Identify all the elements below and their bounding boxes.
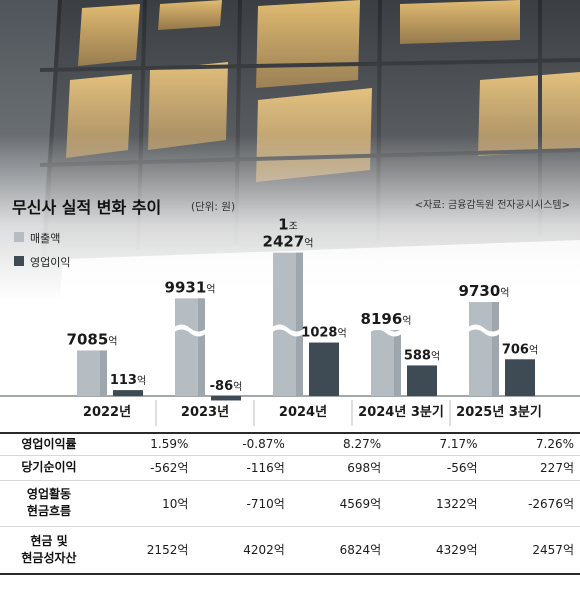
- operating-profit-data-label: 113억: [110, 373, 146, 388]
- table-row: 당기순이익 -562억 -116억 698억 -56억 227억: [0, 455, 580, 481]
- chart-title: 무신사 실적 변화 추이: [12, 198, 162, 217]
- axis-break-mark: [369, 324, 403, 337]
- table-cell: -710억: [194, 480, 291, 527]
- operating-profit-data-label: 1028억: [301, 326, 346, 341]
- x-tick-label: 2022년: [83, 405, 131, 420]
- table-cell: 4329억: [387, 526, 484, 575]
- table-cell: -562억: [98, 455, 195, 481]
- legend-swatch-revenue: [14, 232, 24, 242]
- source-note: <자료: 금융감독원 전자공시시스템>: [414, 200, 570, 211]
- table-cell: -2676억: [483, 480, 580, 527]
- table-cell: 2152억: [98, 526, 195, 575]
- table-row: 영업활동 현금흐름 10억 -710억 4569억 1322억 -2676억: [0, 480, 580, 527]
- operating-profit-bar: [113, 390, 143, 396]
- revenue-bar-shade: [394, 330, 401, 396]
- operating-profit-bar: [407, 365, 437, 396]
- table-cell: 4202억: [194, 526, 291, 575]
- axis-break-mark: [271, 324, 305, 337]
- table-cell: -116억: [194, 455, 291, 481]
- revenue-data-label: 7085억: [67, 330, 118, 348]
- table-row: 현금 및 현금성자산 2152억 4202억 6824억 4329억 2457억: [0, 526, 580, 575]
- revenue-data-label: 2427억: [263, 233, 314, 251]
- operating-profit-bar: [309, 342, 339, 396]
- table-cell: 6824억: [290, 526, 388, 575]
- table-cell: 7.17%: [387, 432, 484, 456]
- x-tick-label: 2024년: [279, 405, 327, 420]
- table-cell: 4569억: [290, 480, 388, 527]
- axis-break-mark: [75, 324, 109, 337]
- table-cell: -0.87%: [194, 432, 291, 456]
- table-cell: 10억: [98, 480, 195, 527]
- table-cell: 7.26%: [483, 432, 580, 456]
- table-cell: 698억: [290, 455, 388, 481]
- table-cell: 8.27%: [290, 432, 388, 456]
- operating-profit-bar: [505, 359, 535, 396]
- x-tick-label: 2023년: [181, 405, 229, 420]
- revenue-bar-shade: [296, 252, 303, 396]
- revenue-bar-shade: [100, 350, 107, 396]
- revenue-data-label: 1조: [278, 216, 298, 234]
- table-cell: 227억: [483, 455, 580, 481]
- x-tick-label: 2025년 3분기: [456, 405, 542, 420]
- operating-profit-data-label: -86억: [210, 379, 243, 394]
- metrics-table: 영업이익률 1.59% -0.87% 8.27% 7.17% 7.26% 당기순이익 -562…: [0, 432, 580, 575]
- row-header: 영업이익률: [0, 432, 98, 456]
- legend-label-operating-profit: 영업이익: [30, 256, 71, 269]
- row-header: 현금 및 현금성자산: [0, 526, 98, 575]
- operating-profit-data-label: 706억: [502, 342, 538, 357]
- legend-swatch-operating-profit: [14, 256, 24, 266]
- building-photo: [0, 0, 580, 300]
- table-cell: -56억: [387, 455, 484, 481]
- table-cell: 1.59%: [98, 432, 195, 456]
- table-row: 영업이익률 1.59% -0.87% 8.27% 7.17% 7.26%: [0, 432, 580, 456]
- x-tick-label: 2024년 3분기: [358, 405, 444, 420]
- operating-profit-data-label: 588억: [404, 348, 440, 363]
- table-cell: 1322억: [387, 480, 484, 527]
- legend-label-revenue: 매출액: [30, 232, 61, 245]
- operating-profit-bar: [211, 396, 241, 401]
- row-header: 당기순이익: [0, 455, 98, 481]
- unit-label: (단위: 원): [191, 201, 236, 213]
- revenue-bar-shade: [198, 298, 205, 396]
- revenue-bar-shade: [492, 302, 499, 396]
- axis-break-mark: [173, 324, 207, 337]
- revenue-data-label: 8196억: [361, 310, 412, 328]
- row-header: 영업활동 현금흐름: [0, 480, 98, 527]
- revenue-data-label: 9931억: [165, 278, 216, 296]
- table-cell: 2457억: [483, 526, 580, 575]
- revenue-data-label: 9730억: [459, 282, 510, 300]
- axis-break-mark: [467, 324, 501, 337]
